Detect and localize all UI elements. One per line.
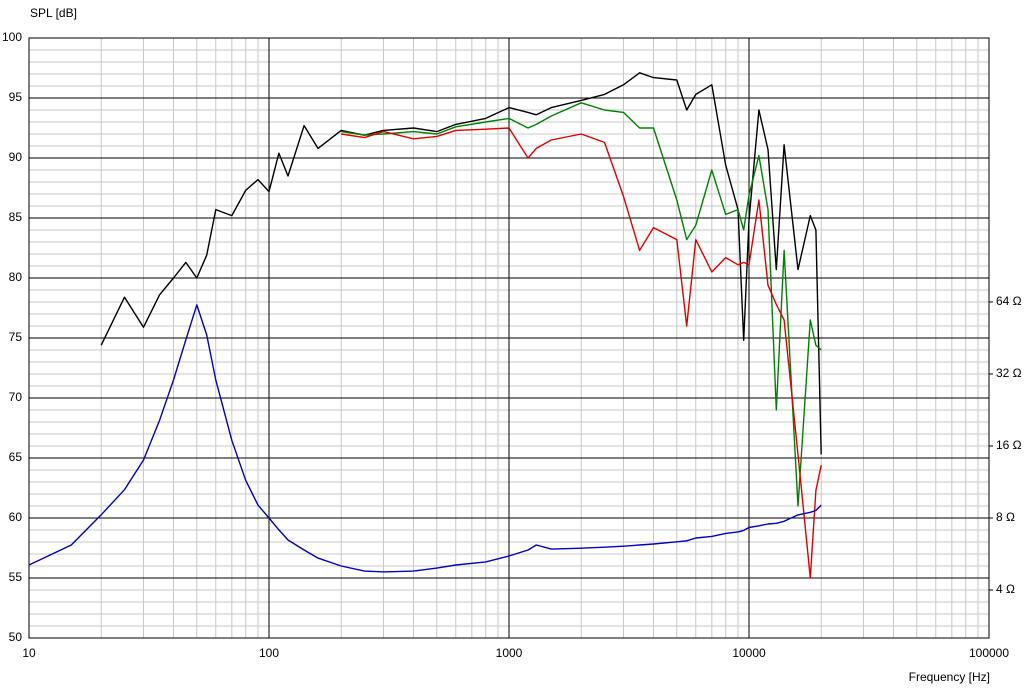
y-tick-label: 80 <box>9 270 23 284</box>
series-line <box>341 127 822 579</box>
x-tick-label: 100 <box>259 646 279 660</box>
x-tick-label: 10 <box>22 646 36 660</box>
y-tick-label: 100 <box>2 30 22 44</box>
y-axis-label: SPL [dB] <box>30 6 77 20</box>
y2-tick-label: 32 Ω <box>996 366 1022 380</box>
y-tick-label: 60 <box>9 510 23 524</box>
x-tick-label: 1000 <box>496 646 523 660</box>
y2-tick-label: 64 Ω <box>996 294 1022 308</box>
y-tick-label: 95 <box>9 90 23 104</box>
y-tick-label: 65 <box>9 450 23 464</box>
y-tick-label: 90 <box>9 150 23 164</box>
x-tick-label: 100000 <box>969 646 1009 660</box>
y-tick-label: 85 <box>9 210 23 224</box>
y2-tick-label: 8 Ω <box>996 510 1015 524</box>
y2-tick-label: 16 Ω <box>996 438 1022 452</box>
y-tick-label: 50 <box>9 630 23 644</box>
x-axis-label: Frequency [Hz] <box>909 670 990 684</box>
x-tick-label: 10000 <box>732 646 766 660</box>
y2-tick-label: 4 Ω <box>996 582 1015 596</box>
series-line <box>28 304 822 573</box>
y-tick-label: 75 <box>9 330 23 344</box>
y-tick-label: 70 <box>9 390 23 404</box>
plot-border <box>28 37 990 639</box>
y-tick-label: 55 <box>9 570 23 584</box>
series-line <box>100 72 822 455</box>
series-line <box>341 102 822 507</box>
